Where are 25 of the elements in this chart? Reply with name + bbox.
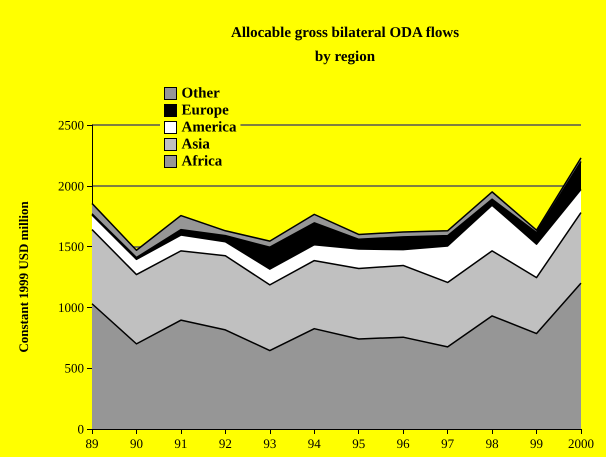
- x-tick-label: 94: [308, 436, 322, 451]
- x-tick-label: 97: [441, 436, 455, 451]
- y-tick-label: 1500: [58, 239, 84, 254]
- x-tick-label: 99: [530, 436, 544, 451]
- x-tick-label: 96: [396, 436, 410, 451]
- y-tick-label: 2500: [58, 118, 84, 132]
- x-tick-label: 90: [130, 436, 143, 451]
- x-tick-label: 93: [263, 436, 276, 451]
- y-axis-title: Constant 1999 USD million: [16, 200, 31, 353]
- x-tick-label: 98: [486, 436, 499, 451]
- legend-label: America: [182, 120, 237, 136]
- x-tick-label: 89: [86, 436, 98, 451]
- x-tick-label: 92: [218, 436, 232, 451]
- x-tick-label: 2000: [568, 436, 594, 451]
- y-tick-label: 500: [64, 360, 84, 376]
- y-tick-label: 1000: [58, 300, 84, 315]
- x-tick-label: 91: [174, 436, 188, 451]
- legend-label: Other: [182, 86, 220, 102]
- x-tick-label: 95: [352, 436, 366, 451]
- legend-label: Africa: [182, 154, 223, 170]
- legend-label: Europe: [182, 102, 230, 118]
- y-tick-label: 2000: [58, 178, 84, 194]
- y-tick-label: 0: [78, 422, 84, 436]
- chart-title: Allocable gross bilateral ODA flows by region: [230, 25, 460, 65]
- legend-label: Asia: [182, 136, 210, 152]
